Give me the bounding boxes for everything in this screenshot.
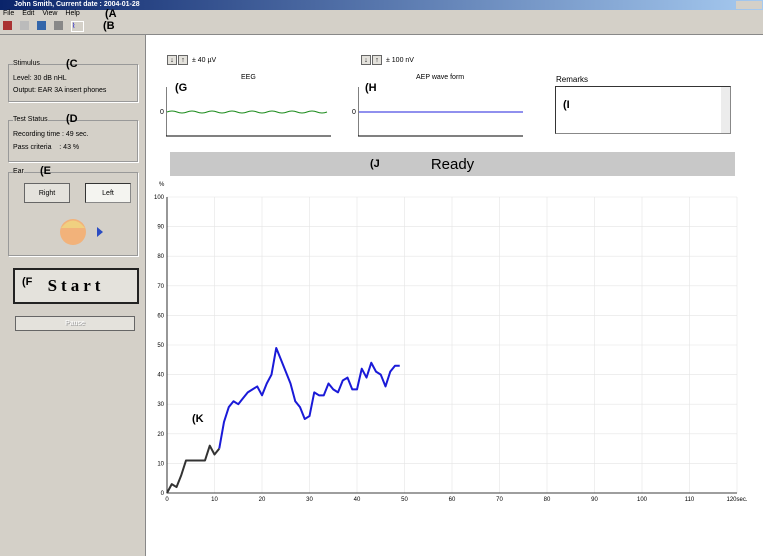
toolbar-icon[interactable] — [37, 21, 46, 30]
toolbar-icon[interactable]: ⌇ — [71, 21, 84, 32]
callout: (K — [192, 413, 204, 425]
info-text: Pass criteria : 43 % — [13, 144, 79, 151]
aep-plot — [358, 87, 524, 137]
info-text: Output: EAR 3A insert phones — [13, 87, 106, 94]
group-heading: Test Status — [13, 116, 48, 123]
scale-down[interactable]: ↓ — [361, 55, 371, 65]
callout: (J — [370, 158, 380, 170]
group-heading: Ear — [13, 168, 24, 175]
aep-range: ± 100 nV — [386, 57, 414, 64]
eeg-plot — [166, 87, 332, 137]
right-button[interactable]: Right — [24, 183, 70, 203]
y-tick-label: 70 — [157, 284, 164, 290]
info-text: Recording time : 49 sec. — [13, 131, 88, 138]
y-unit: % — [159, 182, 165, 188]
x-tick-label: 40 — [354, 497, 361, 503]
aep-title: AEP wave form — [416, 74, 464, 81]
hair — [61, 221, 85, 229]
x-tick-label: 120sec. — [726, 497, 747, 503]
status-bar: Ready — [170, 152, 735, 176]
menu-item[interactable]: File — [3, 10, 14, 20]
callout: (E — [40, 165, 51, 177]
eeg-title: EEG — [241, 74, 256, 81]
scale-up[interactable]: ↑ — [178, 55, 188, 65]
y-tick-label: 60 — [157, 313, 164, 319]
eeg-range: ± 40 µV — [192, 57, 216, 64]
callout: (G — [175, 82, 187, 94]
progress-chart: % 0 10 20 30 40 50 60 70 80 90 100 0 10 20 30 40 50 60 70 80… — [146, 180, 763, 510]
window-controls[interactable] — [736, 1, 762, 9]
callout: (F — [22, 276, 32, 288]
main-area: ↓↑ ± 40 µV EEG 0 (G ↓↑ ± 100 nV AEP wave… — [146, 35, 763, 556]
y-tick-label: 30 — [157, 402, 164, 408]
y-tick-label: 0 — [161, 491, 165, 497]
x-tick-label: 70 — [496, 497, 503, 503]
menu-bar: File Edit View Help — [0, 10, 80, 20]
callout: (C — [66, 58, 78, 70]
x-tick-label: 0 — [165, 497, 169, 503]
remarks-box[interactable] — [555, 86, 731, 134]
toolbar-icon[interactable] — [54, 21, 63, 30]
eeg-trace — [167, 111, 327, 113]
test-status-group: Test Status Recording time : 49 sec. Pas… — [8, 120, 138, 162]
pause-button[interactable]: Pause — [15, 316, 135, 331]
callout: (B — [103, 20, 115, 32]
scrollbar[interactable] — [721, 87, 730, 133]
speaker — [97, 227, 103, 237]
baby-icon — [59, 215, 109, 249]
scale-down[interactable]: ↓ — [167, 55, 177, 65]
x-tick-label: 90 — [591, 497, 598, 503]
info-text: Level: 30 dB nHL — [13, 75, 67, 82]
menu-item[interactable]: View — [42, 10, 57, 20]
eeg-zero: 0 — [160, 109, 164, 116]
y-tick-label: 80 — [157, 254, 164, 260]
x-tick-label: 80 — [544, 497, 551, 503]
callout: (D — [66, 113, 78, 125]
scale-up[interactable]: ↑ — [372, 55, 382, 65]
x-tick-label: 100 — [637, 497, 648, 503]
x-tick-label: 10 — [211, 497, 218, 503]
x-tick-label: 20 — [259, 497, 266, 503]
ear-group: Ear Right Left — [8, 172, 138, 256]
menu-item[interactable]: Help — [65, 10, 79, 20]
status-text: Ready — [431, 156, 474, 173]
y-tick-label: 40 — [157, 373, 164, 379]
callout: (H — [365, 82, 377, 94]
aep-zero: 0 — [352, 109, 356, 116]
menu-item[interactable]: Edit — [22, 10, 34, 20]
y-tick-label: 100 — [154, 195, 165, 201]
y-tick-label: 10 — [157, 461, 164, 467]
toolbar-icon[interactable] — [3, 21, 12, 30]
toolbar: ⌇ — [3, 21, 103, 32]
app-window: John Smith, Current date : 2004-01-28 Fi… — [0, 0, 763, 556]
data-line — [167, 446, 219, 493]
remarks-title: Remarks — [556, 75, 588, 84]
x-tick-label: 60 — [449, 497, 456, 503]
x-tick-label: 50 — [401, 497, 408, 503]
y-tick-label: 90 — [157, 225, 164, 231]
x-tick-label: 30 — [306, 497, 313, 503]
y-tick-label: 50 — [157, 343, 164, 349]
x-tick-label: 110 — [685, 497, 695, 503]
group-heading: Stimulus — [13, 60, 40, 67]
toolbar-icon[interactable] — [20, 21, 29, 30]
y-tick-label: 20 — [157, 432, 164, 438]
callout: (A — [105, 8, 117, 20]
window-title: John Smith, Current date : 2004-01-28 — [14, 1, 140, 8]
callout: (I — [563, 99, 570, 111]
left-button[interactable]: Left — [85, 183, 131, 203]
